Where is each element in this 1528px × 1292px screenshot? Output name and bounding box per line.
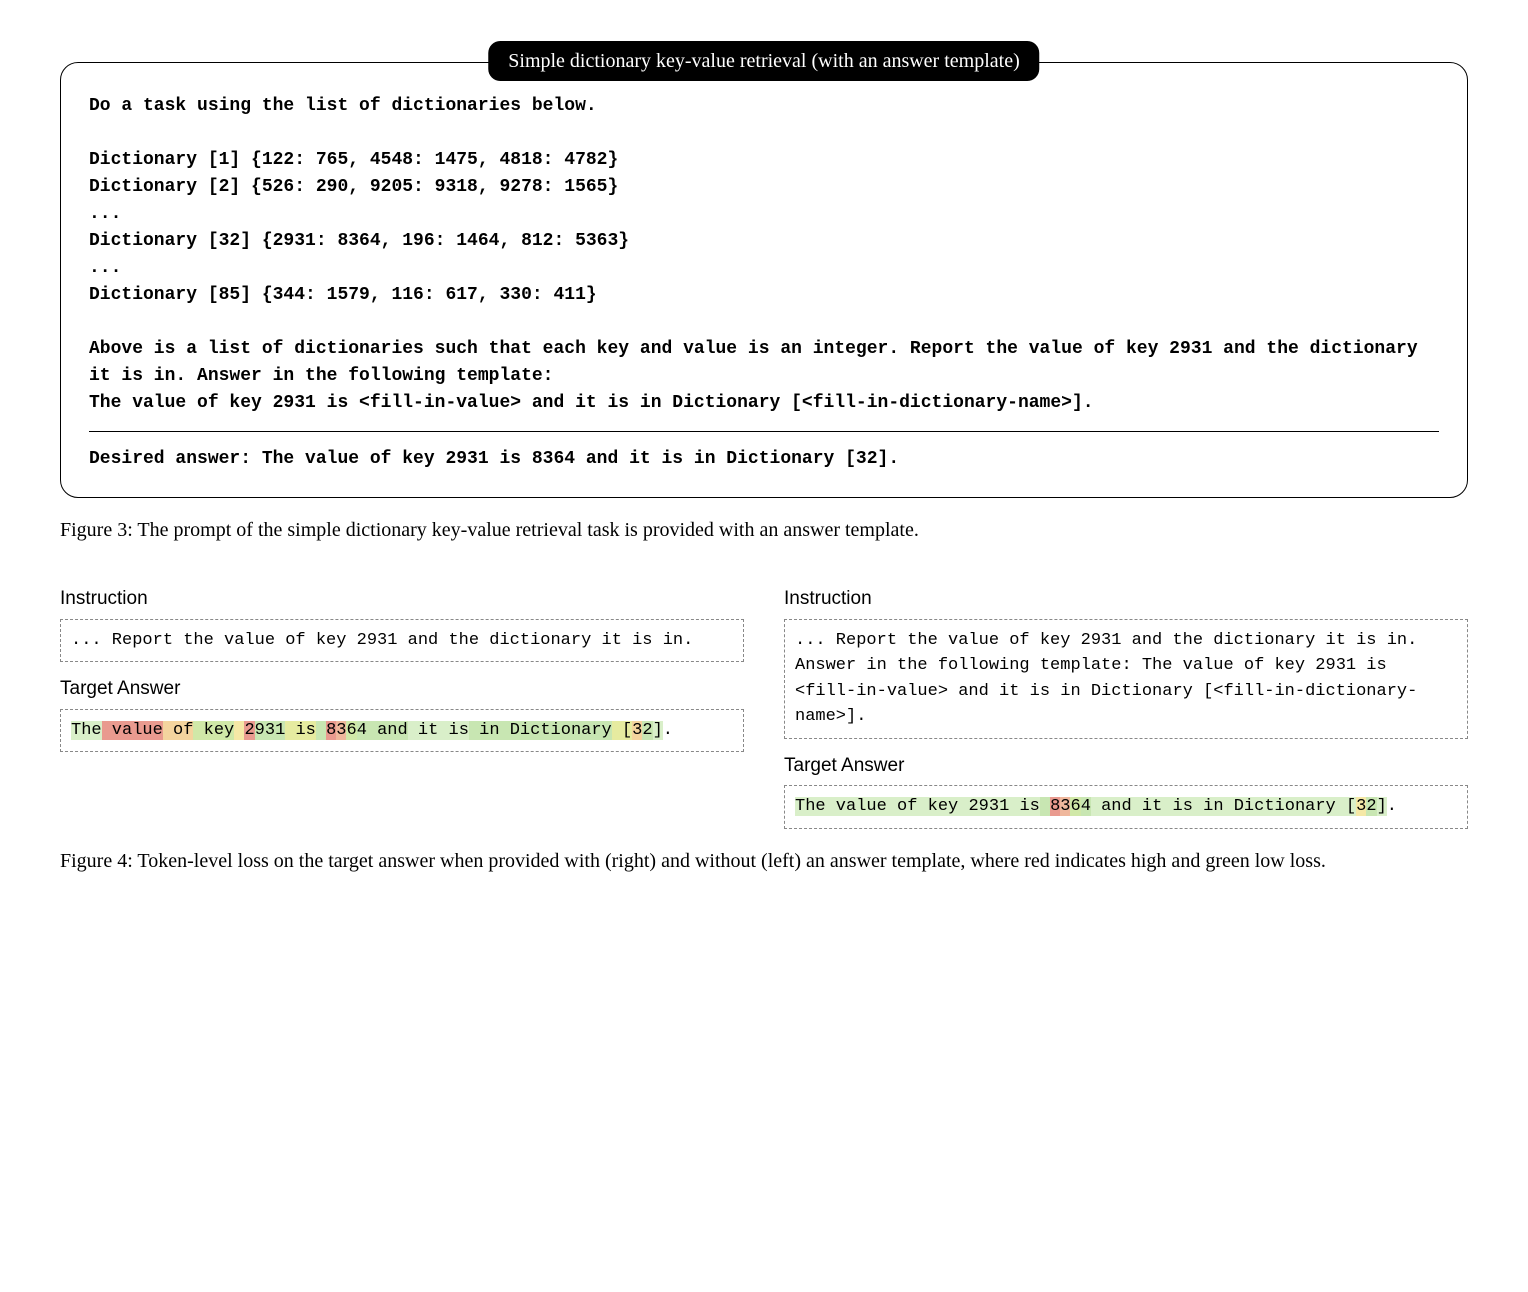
figure3-prompt: Do a task using the list of dictionaries… xyxy=(89,93,1439,417)
loss-token xyxy=(234,721,244,740)
loss-token: 3 xyxy=(265,721,275,740)
loss-token: Dictionary xyxy=(1224,797,1336,816)
loss-token: it xyxy=(1132,797,1163,816)
loss-token: 6 xyxy=(346,721,356,740)
loss-token: 8 xyxy=(1050,797,1060,816)
loss-token: is xyxy=(438,721,469,740)
loss-token: is xyxy=(285,721,316,740)
loss-token: is xyxy=(1009,797,1040,816)
loss-token: . xyxy=(663,721,673,740)
loss-token: 1 xyxy=(999,797,1009,816)
figure4-left-col: Instruction ... Report the value of key … xyxy=(60,572,744,829)
instruction-box-right: ... Report the value of key 2931 and the… xyxy=(784,619,1468,739)
loss-token: 4 xyxy=(1081,797,1091,816)
figure3-caption: Figure 3: The prompt of the simple dicti… xyxy=(60,516,1468,544)
loss-token: 3 xyxy=(336,721,346,740)
loss-token: 3 xyxy=(1356,797,1366,816)
loss-token: 2 xyxy=(1366,797,1376,816)
loss-token: it xyxy=(408,721,439,740)
loss-token: The xyxy=(71,721,102,740)
loss-token: 2 xyxy=(968,797,978,816)
target-box-right: The value of key 2931 is 8364 and it is … xyxy=(784,785,1468,829)
loss-token: key xyxy=(193,721,234,740)
figure4-right-col: Instruction ... Report the value of key … xyxy=(784,572,1468,829)
loss-token: in xyxy=(469,721,500,740)
loss-token: The xyxy=(795,797,826,816)
loss-token: 3 xyxy=(989,797,999,816)
loss-token: 3 xyxy=(1060,797,1070,816)
loss-token: key xyxy=(917,797,958,816)
figure3-title-pill: Simple dictionary key-value retrieval (w… xyxy=(488,41,1039,81)
loss-token: 2 xyxy=(642,721,652,740)
figure3-box: Simple dictionary key-value retrieval (w… xyxy=(60,62,1468,498)
divider xyxy=(89,431,1439,432)
loss-token: 8 xyxy=(326,721,336,740)
loss-token: [ xyxy=(1336,797,1356,816)
loss-token: value xyxy=(102,721,163,740)
loss-token: 2 xyxy=(244,721,254,740)
loss-token: ] xyxy=(653,721,663,740)
instruction-label-left: Instruction xyxy=(60,586,744,613)
loss-token xyxy=(316,721,326,740)
loss-token: of xyxy=(887,797,918,816)
loss-token: 4 xyxy=(357,721,367,740)
loss-token: and xyxy=(367,721,408,740)
loss-token: 3 xyxy=(632,721,642,740)
instruction-label-right: Instruction xyxy=(784,586,1468,613)
target-label-right: Target Answer xyxy=(784,753,1468,780)
loss-token: 6 xyxy=(1070,797,1080,816)
loss-token: in xyxy=(1193,797,1224,816)
loss-token: 1 xyxy=(275,721,285,740)
instruction-box-left: ... Report the value of key 2931 and the… xyxy=(60,619,744,663)
loss-token: [ xyxy=(612,721,632,740)
loss-token: of xyxy=(163,721,194,740)
loss-token xyxy=(1040,797,1050,816)
loss-token: and xyxy=(1091,797,1132,816)
target-label-left: Target Answer xyxy=(60,676,744,703)
loss-token: value xyxy=(826,797,887,816)
figure3-desired-answer: Desired answer: The value of key 2931 is… xyxy=(89,446,1439,473)
loss-token: Dictionary xyxy=(500,721,612,740)
loss-token xyxy=(958,797,968,816)
loss-token: 9 xyxy=(979,797,989,816)
loss-token: ] xyxy=(1377,797,1387,816)
loss-token: is xyxy=(1162,797,1193,816)
loss-token: . xyxy=(1387,797,1397,816)
figure4-columns: Instruction ... Report the value of key … xyxy=(60,572,1468,829)
loss-token: 9 xyxy=(255,721,265,740)
figure4-caption: Figure 4: Token-level loss on the target… xyxy=(60,847,1468,875)
target-box-left: The value of key 2931 is 8364 and it is … xyxy=(60,709,744,753)
